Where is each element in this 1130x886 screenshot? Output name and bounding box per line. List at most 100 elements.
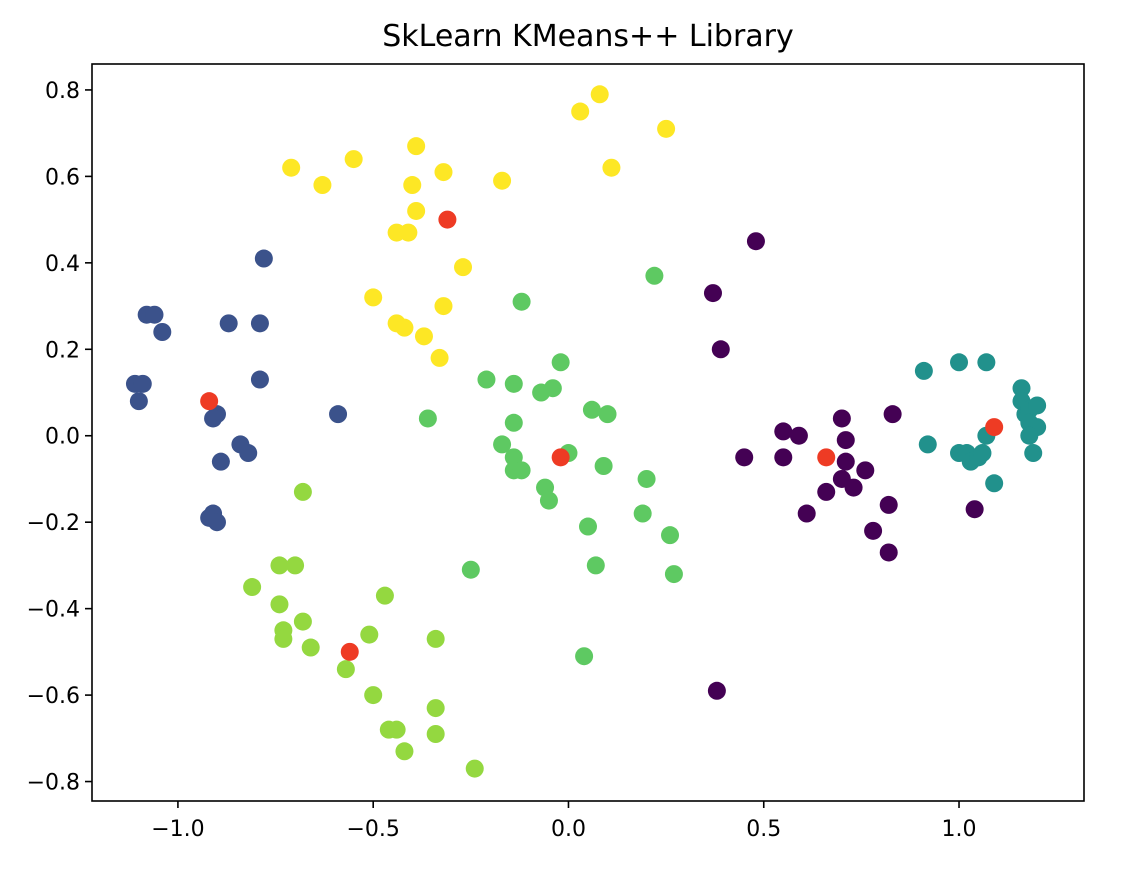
y-tick-label: 0.4 xyxy=(45,252,80,277)
data-point-cluster-1 xyxy=(965,500,984,519)
data-point-cluster-2 xyxy=(329,405,348,424)
data-point-cluster-6 xyxy=(590,85,609,104)
data-point-cluster-1 xyxy=(883,405,902,424)
data-point-cluster-3 xyxy=(1012,379,1031,398)
data-point-cluster-6 xyxy=(434,297,453,316)
data-point-cluster-4 xyxy=(493,435,512,454)
data-point-cluster-2 xyxy=(239,444,258,463)
data-point-cluster-5 xyxy=(286,556,305,575)
x-tick-label: 0.5 xyxy=(746,817,781,842)
data-point-cluster-6 xyxy=(454,258,473,277)
data-point-cluster-6 xyxy=(657,119,676,138)
data-point-cluster-5 xyxy=(375,586,394,605)
data-point-cluster-2 xyxy=(153,323,172,341)
data-point-cluster-6 xyxy=(395,318,414,337)
data-point-cluster-4 xyxy=(512,461,531,480)
data-point-cluster-4 xyxy=(598,405,617,424)
data-point-cluster-3 xyxy=(973,444,992,463)
data-point-cluster-3 xyxy=(1024,444,1043,463)
y-tick-label: 0.8 xyxy=(45,79,80,104)
centroid-point xyxy=(985,418,1004,437)
data-point-cluster-4 xyxy=(512,292,531,311)
data-point-cluster-1 xyxy=(844,478,863,497)
data-point-cluster-3 xyxy=(914,361,933,380)
data-point-cluster-1 xyxy=(879,543,898,562)
data-point-cluster-5 xyxy=(243,578,262,597)
data-point-cluster-4 xyxy=(664,565,683,584)
data-point-cluster-2 xyxy=(133,374,152,393)
data-point-cluster-6 xyxy=(407,137,426,156)
centroid-points xyxy=(200,210,1004,661)
data-point-cluster-1 xyxy=(864,521,883,540)
y-tick-label: −0.6 xyxy=(27,684,80,709)
data-point-cluster-6 xyxy=(493,171,512,190)
y-tick-label: −0.8 xyxy=(27,771,80,796)
data-point-cluster-5 xyxy=(465,759,484,778)
data-point-cluster-1 xyxy=(856,461,875,480)
data-point-cluster-4 xyxy=(575,647,594,666)
x-tick-label: −0.5 xyxy=(346,817,399,842)
data-point-cluster-4 xyxy=(594,457,613,475)
centroid-point xyxy=(200,392,219,411)
data-point-cluster-4 xyxy=(633,504,652,523)
data-point-cluster-5 xyxy=(274,629,293,648)
data-point-cluster-5 xyxy=(270,556,289,575)
data-point-cluster-4 xyxy=(579,517,597,536)
x-tick-label: 1.0 xyxy=(942,817,977,842)
data-point-cluster-6 xyxy=(399,223,418,242)
data-point-cluster-5 xyxy=(426,725,445,743)
data-point-cluster-4 xyxy=(551,353,570,372)
data-point-cluster-2 xyxy=(145,305,164,324)
y-tick-label: 0.2 xyxy=(45,338,80,363)
data-point-cluster-1 xyxy=(746,232,765,251)
data-point-cluster-1 xyxy=(703,284,722,303)
data-point-cluster-6 xyxy=(282,158,301,177)
data-point-cluster-4 xyxy=(661,526,680,545)
centroid-point xyxy=(340,642,359,661)
data-point-cluster-3 xyxy=(1020,426,1039,445)
centroid-point xyxy=(551,448,570,467)
data-point-cluster-1 xyxy=(836,452,855,471)
data-point-cluster-4 xyxy=(637,469,656,488)
y-tick-label: −0.4 xyxy=(27,598,80,623)
centroid-point xyxy=(438,210,457,229)
data-point-cluster-1 xyxy=(832,409,851,428)
data-point-cluster-4 xyxy=(586,556,605,575)
data-point-cluster-6 xyxy=(434,163,453,182)
y-tick-label: 0.6 xyxy=(45,165,80,190)
data-point-cluster-2 xyxy=(129,392,148,411)
data-point-cluster-1 xyxy=(836,431,855,450)
data-point-cluster-6 xyxy=(344,150,363,169)
data-point-cluster-5 xyxy=(364,686,383,705)
data-point-cluster-6 xyxy=(403,176,422,195)
data-point-cluster-4 xyxy=(539,491,558,510)
data-point-cluster-3 xyxy=(918,435,937,454)
data-point-cluster-5 xyxy=(336,660,355,679)
data-point-cluster-4 xyxy=(504,374,523,393)
data-points xyxy=(125,85,1047,778)
data-point-cluster-4 xyxy=(504,413,523,432)
data-point-cluster-2 xyxy=(250,314,269,333)
data-point-cluster-4 xyxy=(582,400,601,419)
data-point-cluster-5 xyxy=(387,720,406,739)
data-point-cluster-5 xyxy=(301,638,320,657)
data-point-cluster-1 xyxy=(735,448,754,467)
data-point-cluster-3 xyxy=(1028,396,1047,415)
data-point-cluster-1 xyxy=(797,504,816,523)
data-point-cluster-2 xyxy=(254,249,273,268)
y-tick-label: −0.2 xyxy=(27,511,80,536)
y-tick-label: 0.0 xyxy=(45,425,80,450)
data-point-cluster-2 xyxy=(211,452,230,471)
axes: −1.0 −0.5 0.0 0.5 1.0 0.8 0.6 0.4 0.2 0.0 −0.2 −0.4… xyxy=(27,79,977,842)
data-point-cluster-1 xyxy=(711,340,730,359)
data-point-cluster-5 xyxy=(293,612,312,631)
data-point-cluster-5 xyxy=(360,625,379,644)
data-point-cluster-3 xyxy=(985,474,1004,493)
data-point-cluster-3 xyxy=(950,353,969,372)
data-point-cluster-6 xyxy=(571,102,590,121)
axes-frame xyxy=(91,63,1085,802)
centroid-point xyxy=(817,448,836,467)
data-point-cluster-4 xyxy=(645,266,664,285)
data-point-cluster-5 xyxy=(395,742,414,761)
